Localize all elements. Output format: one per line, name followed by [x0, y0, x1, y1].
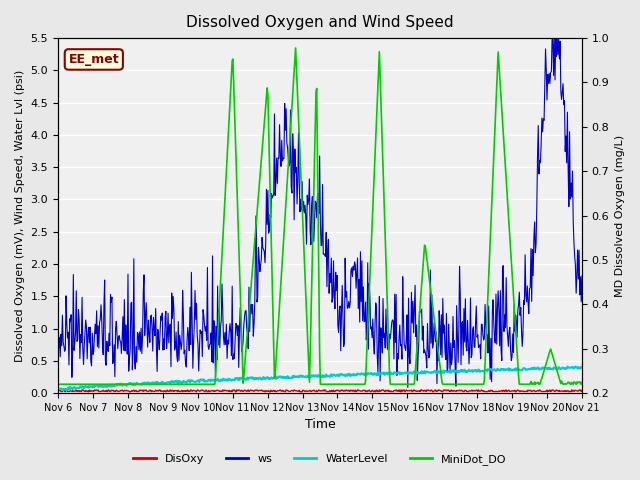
Legend: DisOxy, ws, WaterLevel, MiniDot_DO: DisOxy, ws, WaterLevel, MiniDot_DO: [129, 450, 511, 469]
Y-axis label: MD Dissolved Oxygen (mg/L): MD Dissolved Oxygen (mg/L): [615, 134, 625, 297]
X-axis label: Time: Time: [305, 419, 335, 432]
Title: Dissolved Oxygen and Wind Speed: Dissolved Oxygen and Wind Speed: [186, 15, 454, 30]
Text: EE_met: EE_met: [68, 53, 119, 66]
Y-axis label: Dissolved Oxygen (mV), Wind Speed, Water Lvl (psi): Dissolved Oxygen (mV), Wind Speed, Water…: [15, 70, 25, 362]
